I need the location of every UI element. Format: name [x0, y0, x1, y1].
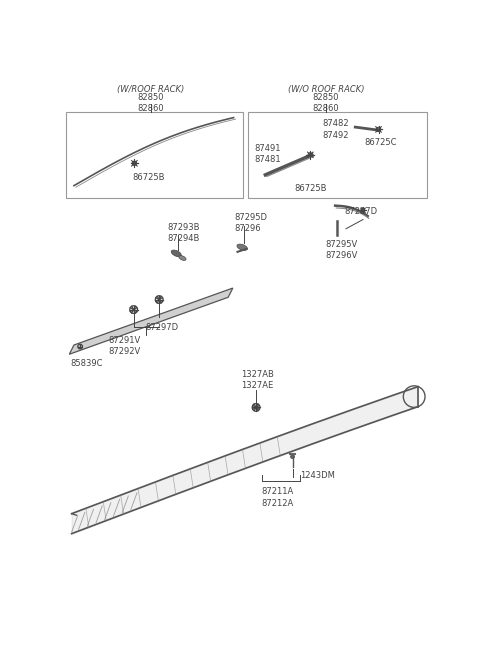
Bar	[66, 112, 243, 198]
Text: 85839C: 85839C	[71, 359, 103, 368]
Text: (W/ROOF RACK): (W/ROOF RACK)	[117, 84, 184, 94]
Text: 82850
82860: 82850 82860	[312, 93, 339, 113]
Text: 87293B
87294B: 87293B 87294B	[167, 223, 200, 243]
Text: 87291V
87292V: 87291V 87292V	[108, 336, 140, 356]
Ellipse shape	[171, 250, 181, 257]
Text: 86725B: 86725B	[133, 172, 165, 181]
Text: 1243DM: 1243DM	[300, 471, 335, 479]
Text: 87295D
87296: 87295D 87296	[234, 214, 267, 233]
Text: 87297D: 87297D	[145, 324, 179, 333]
Text: 87482
87492: 87482 87492	[323, 119, 349, 140]
Text: 87211A
87212A: 87211A 87212A	[262, 487, 294, 508]
Bar	[248, 112, 427, 198]
Text: 86725B: 86725B	[295, 184, 327, 193]
Text: 86725C: 86725C	[365, 138, 397, 147]
Text: 87491
87481: 87491 87481	[254, 144, 281, 164]
Text: (W/O ROOF RACK): (W/O ROOF RACK)	[288, 84, 364, 94]
Text: 87297D: 87297D	[345, 207, 378, 216]
Text: 82850
82860: 82850 82860	[137, 93, 164, 113]
Text: 87295V
87296V: 87295V 87296V	[326, 240, 358, 261]
Ellipse shape	[290, 455, 294, 458]
Ellipse shape	[237, 244, 247, 250]
Text: 1327AB
1327AE: 1327AB 1327AE	[241, 370, 274, 390]
Polygon shape	[69, 288, 233, 354]
Ellipse shape	[179, 255, 186, 261]
